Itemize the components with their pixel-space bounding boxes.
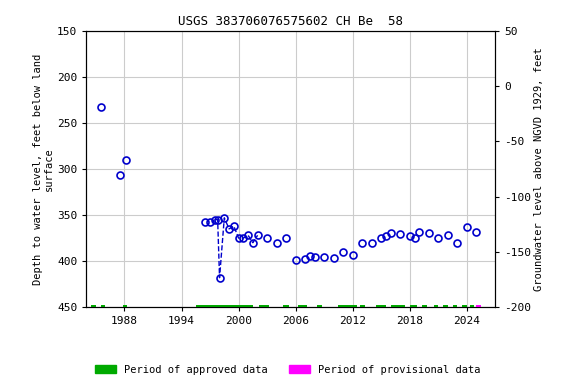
Bar [196,305,253,308]
Bar [434,305,438,308]
Bar [123,305,127,308]
Bar [91,305,96,308]
Y-axis label: Groundwater level above NGVD 1929, feet: Groundwater level above NGVD 1929, feet [534,47,544,291]
Bar [339,305,358,308]
Bar [410,305,418,308]
Bar [391,305,405,308]
Bar [443,305,448,308]
Bar [260,305,269,308]
Bar [469,305,475,308]
Bar [317,305,322,308]
Bar [283,305,289,308]
Bar [101,305,105,308]
Title: USGS 383706076575602 CH Be  58: USGS 383706076575602 CH Be 58 [179,15,403,28]
Bar [377,305,386,308]
Bar [476,305,481,308]
Legend: Period of approved data, Period of provisional data: Period of approved data, Period of provi… [91,361,485,379]
Bar [462,305,467,308]
Bar [361,305,365,308]
Bar [298,305,307,308]
Bar [453,305,457,308]
Y-axis label: Depth to water level, feet below land
surface: Depth to water level, feet below land su… [33,53,54,285]
Bar [422,305,427,308]
